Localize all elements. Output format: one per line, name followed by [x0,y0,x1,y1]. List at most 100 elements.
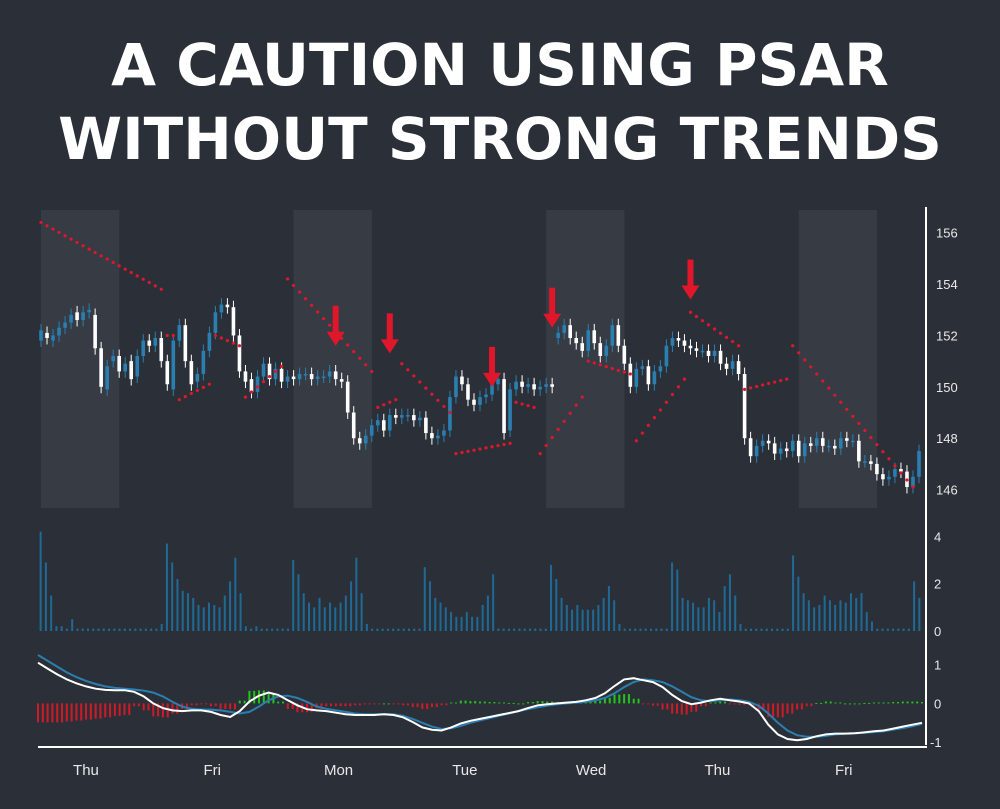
volume-bar [718,612,721,631]
psar-dot [556,427,560,431]
macd-histogram-bar [137,703,140,707]
macd-histogram-bar [459,700,462,704]
candle-body [508,389,512,431]
price-tick-3: 150 [936,380,958,395]
candle-body [153,338,158,346]
macd-histogram-bar [627,694,630,704]
macd-histogram-bar [815,702,818,704]
volume-bar [755,628,758,631]
psar-dot [544,443,548,448]
volume-bar [813,607,816,631]
candle-body [730,361,735,369]
candle-body [436,435,440,439]
candle-body [580,343,585,351]
candle-body [875,463,879,475]
psar-dot [406,368,410,372]
macd-histogram-bar [320,703,323,709]
psar-dot [466,449,470,453]
psar-dot [658,408,663,412]
volume-bar [350,581,353,631]
volume-bar [150,628,153,631]
psar-dot [207,382,211,386]
macd-histogram-bar [733,703,736,705]
macd-histogram [37,690,923,723]
candle-body [610,325,615,346]
day-label-4: Wed [576,762,607,779]
session-band [41,210,120,508]
psar-dot [736,344,741,348]
macd-histogram-bar [642,703,645,705]
volume-bar [697,607,700,631]
candle-body [57,327,61,336]
macd-histogram-bar [416,703,419,708]
volume-bar [365,623,368,631]
volume-bar [476,616,479,631]
psar-dot [887,457,891,461]
volume-bar [481,605,484,631]
macd-histogram-bar [685,703,688,715]
macd-histogram-bar [80,703,83,721]
volume-bar [439,602,442,631]
psar-dot [797,351,801,355]
psar-dot [63,234,67,238]
macd-histogram-bar [344,703,347,707]
macd-histogram-bar [435,703,438,708]
psar-dot [652,416,656,420]
psar-dot [105,257,109,261]
session-bands [41,210,878,508]
volume-bar [518,628,521,631]
volume-bar [513,628,516,631]
psar-dot [310,303,314,307]
volume-bar [413,628,416,631]
macd-line [37,661,923,742]
volume-bar [418,628,421,631]
macd-histogram-bar [190,703,193,706]
psar-dot [616,368,620,372]
candle-body [45,332,49,339]
psar-dot [328,323,332,327]
macd-histogram-bar [546,701,549,704]
candle-body [845,438,849,441]
candle-body [826,445,831,448]
psar-dot [580,395,584,399]
volume-bar [81,628,84,631]
psar-dot [111,260,115,265]
volume-bar [913,581,916,631]
psar-dot [712,327,717,331]
macd-histogram-bar [719,701,722,704]
psar-dot [195,388,199,393]
volume-bar [802,593,805,631]
candle-body [406,415,410,417]
psar-dot [316,310,320,314]
candle-body [712,350,717,356]
candle-body [75,312,79,321]
volume-bar [176,579,179,631]
psar-dot [833,393,837,397]
candle-body [646,366,651,385]
candle-body [911,476,915,488]
psar-dot [231,341,236,345]
candle-body [790,440,795,452]
volume-bar [181,590,184,631]
candle-body [724,363,729,369]
macd-histogram-bar [161,703,164,718]
volume-bar [197,605,200,631]
macd-histogram-bar [373,703,376,705]
candle-body [893,469,897,477]
volume-bar [586,609,589,631]
psar-dot [141,277,145,281]
macd-histogram-bar [291,703,294,709]
macd-histogram-bar [99,703,102,719]
psar-dot [532,405,536,409]
candle-body [833,445,837,449]
macd-histogram-bar [680,703,683,715]
psar-dot [562,419,566,423]
macd-histogram-bar [176,703,179,714]
psar-dot [45,224,49,228]
volume-axis: 4 2 0 [934,529,941,639]
macd-histogram-bar [632,698,635,704]
macd-histogram-bar [829,701,832,704]
candle-body [808,443,813,446]
volume-bar [792,555,795,631]
psar-dot [875,443,879,447]
